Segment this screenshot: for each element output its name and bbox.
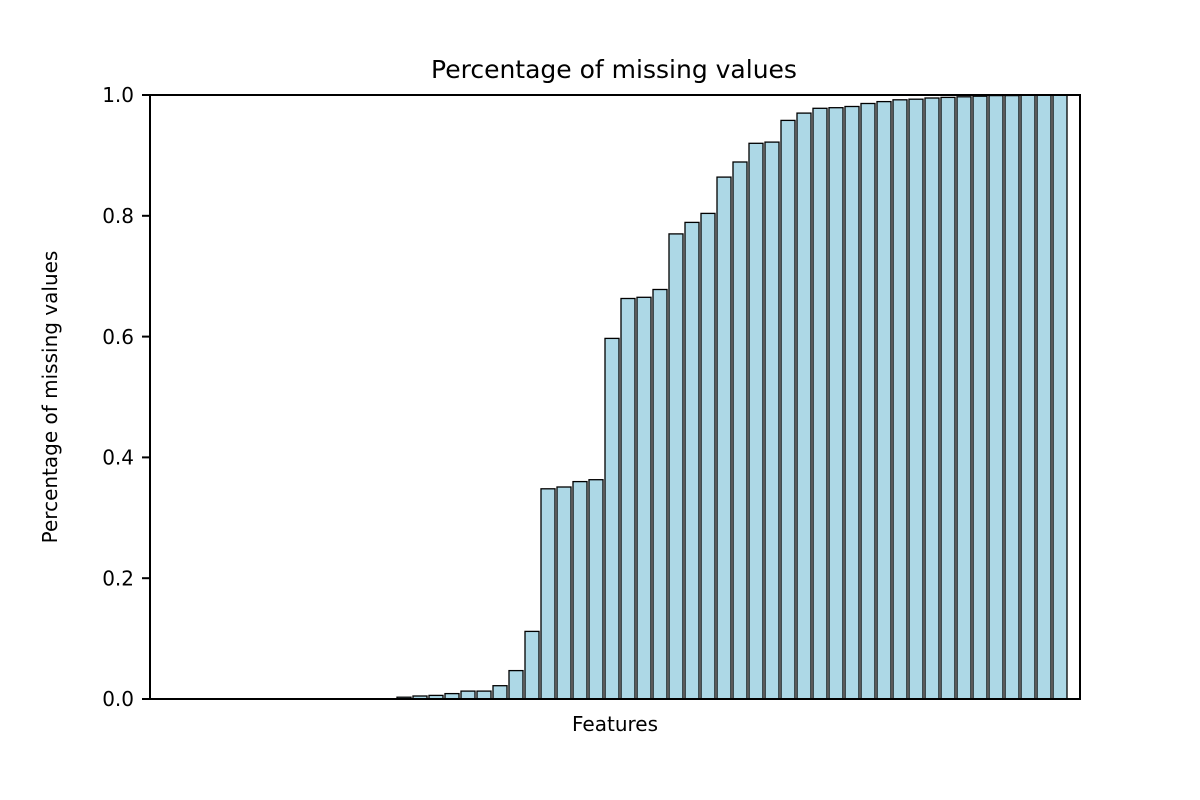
y-tick-label: 0.2 [102, 566, 134, 590]
plot-border [149, 94, 1081, 700]
bar [652, 288, 668, 700]
bar [636, 296, 652, 700]
bar [956, 96, 972, 700]
bar [1020, 94, 1036, 700]
bar [668, 233, 684, 700]
bar [460, 690, 476, 700]
y-axis-label: Percentage of missing values [38, 251, 62, 544]
bar [764, 141, 780, 700]
bar [492, 685, 508, 700]
bar [508, 669, 524, 700]
bar [604, 337, 620, 700]
y-tick-label: 0.8 [102, 204, 134, 228]
y-axis-ticks: 0.0 0.2 0.4 0.6 0.8 1.0 [102, 83, 150, 711]
bar [828, 107, 844, 700]
bar [924, 97, 940, 700]
y-tick-label: 0.4 [102, 446, 134, 470]
bars-group [396, 94, 1068, 700]
bar [972, 95, 988, 700]
bar [732, 161, 748, 700]
bar [780, 119, 796, 700]
bar [572, 480, 588, 700]
bar [1004, 94, 1020, 700]
bar [940, 96, 956, 700]
bar [988, 94, 1004, 700]
bar [524, 630, 540, 700]
bar [876, 100, 892, 700]
bar [796, 112, 812, 700]
bar [908, 98, 924, 700]
bar [1036, 94, 1052, 700]
bar [892, 99, 908, 700]
bar [716, 176, 732, 700]
bar [620, 297, 636, 700]
y-tick-label: 1.0 [102, 83, 134, 107]
bar [700, 212, 716, 700]
bar [684, 221, 700, 700]
bar [556, 486, 572, 700]
bar [588, 479, 604, 700]
bar [1052, 94, 1068, 700]
bar [844, 105, 860, 700]
y-tick-label: 0.0 [102, 687, 134, 711]
bar [540, 488, 556, 700]
y-tick-label: 0.6 [102, 325, 134, 349]
x-axis-label: Features [572, 712, 658, 736]
chart-title: Percentage of missing values [431, 55, 797, 84]
bar [748, 142, 764, 700]
bar [812, 107, 828, 700]
bar [476, 690, 492, 700]
bar [860, 102, 876, 700]
